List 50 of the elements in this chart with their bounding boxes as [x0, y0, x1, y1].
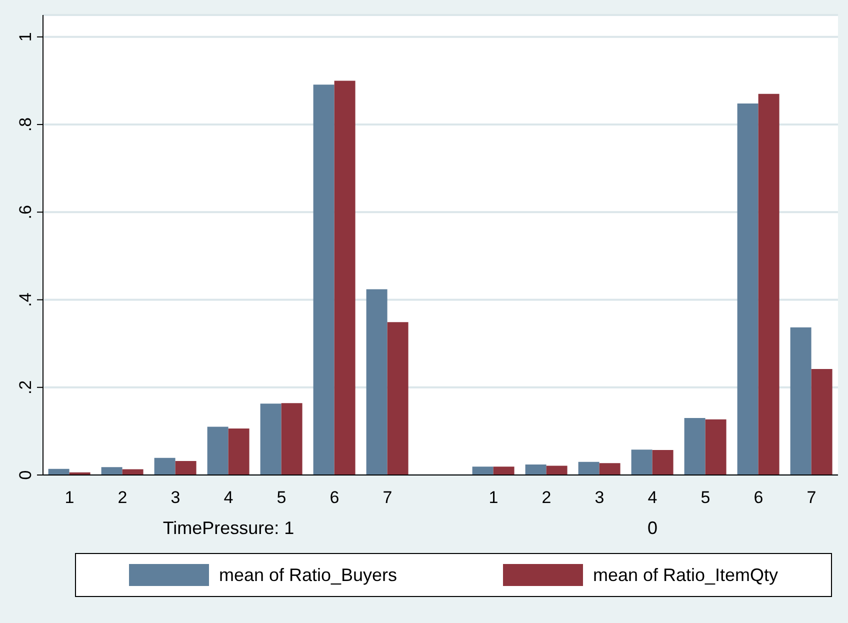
x-tick-label: 6 [754, 488, 764, 508]
y-tick-label: 1 [16, 32, 35, 42]
bar [599, 463, 620, 475]
bar [313, 84, 334, 475]
x-tick-label: 6 [330, 488, 340, 508]
bar [578, 462, 600, 475]
legend-label: mean of Ratio_Buyers [218, 564, 398, 586]
bar [175, 460, 196, 475]
x-tick-label: 1 [488, 488, 498, 508]
bar [281, 403, 302, 475]
bar [631, 450, 652, 475]
y-tick-label: 0 [16, 470, 35, 480]
bar [228, 428, 250, 475]
x-tick-label: 4 [648, 488, 658, 508]
x-tick-label: 4 [224, 488, 234, 508]
bar [154, 458, 176, 475]
y-tick-label: .6 [16, 205, 35, 220]
text: TimePressure: 1 [162, 518, 296, 539]
bar [387, 322, 408, 475]
text: 0 [646, 518, 658, 539]
x-tick-label: 3 [170, 488, 180, 508]
bar [684, 418, 706, 475]
legend-label: mean of Ratio_ItemQty [592, 564, 778, 586]
x-tick-label: 5 [276, 488, 286, 508]
x-tick-label: 7 [806, 488, 816, 508]
x-tick-label: 1 [64, 488, 74, 508]
y-tick-label: .4 [16, 292, 35, 307]
bar [705, 419, 726, 475]
bar [366, 289, 388, 475]
bar [546, 466, 568, 475]
bar [101, 467, 122, 475]
bar [472, 466, 494, 475]
bar [652, 450, 674, 475]
x-tick-label: 3 [594, 488, 604, 508]
y-tick-label: .8 [16, 117, 35, 132]
bar [48, 468, 70, 475]
bar [260, 404, 282, 475]
x-tick-label: 5 [700, 488, 710, 508]
bar [493, 466, 514, 475]
bar [811, 368, 832, 475]
bar [737, 103, 758, 475]
x-tick-label: 2 [118, 488, 128, 508]
x-tick-label: 2 [542, 488, 552, 508]
bar [207, 426, 228, 475]
x-tick-label: 7 [382, 488, 392, 508]
bar [525, 464, 546, 475]
bar [758, 94, 780, 475]
bar [790, 327, 812, 475]
y-tick-label: .2 [16, 380, 35, 394]
bar [334, 80, 356, 475]
